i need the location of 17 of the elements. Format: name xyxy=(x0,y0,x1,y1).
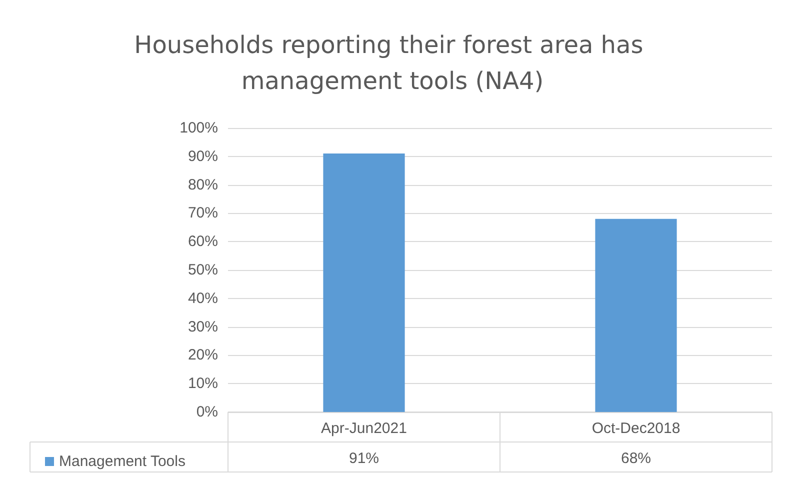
y-tick-label: 30% xyxy=(188,318,218,336)
data-label: 91% xyxy=(348,450,380,467)
y-tick-label: 10% xyxy=(188,375,218,392)
x-tick-label: Oct-Dec2018 xyxy=(592,420,680,437)
y-tick-label: 20% xyxy=(188,346,218,364)
data-label: 68% xyxy=(620,450,652,467)
y-tick-label: 40% xyxy=(188,290,218,307)
x-tick-label: Apr-Jun2021 xyxy=(321,420,407,437)
y-tick-label: 50% xyxy=(188,262,218,278)
y-tick-label: 0% xyxy=(196,404,218,420)
y-tick-label: 70% xyxy=(188,204,218,222)
y-tick-label: 90% xyxy=(188,148,218,165)
y-tick-label: 80% xyxy=(188,176,218,194)
chart-title: Households reporting their forest area has management tools (NA4) xyxy=(134,31,651,95)
y-tick-label: 60% xyxy=(188,233,218,250)
legend-label: Management Tools xyxy=(59,453,186,470)
y-tick-label: 100% xyxy=(180,120,218,136)
